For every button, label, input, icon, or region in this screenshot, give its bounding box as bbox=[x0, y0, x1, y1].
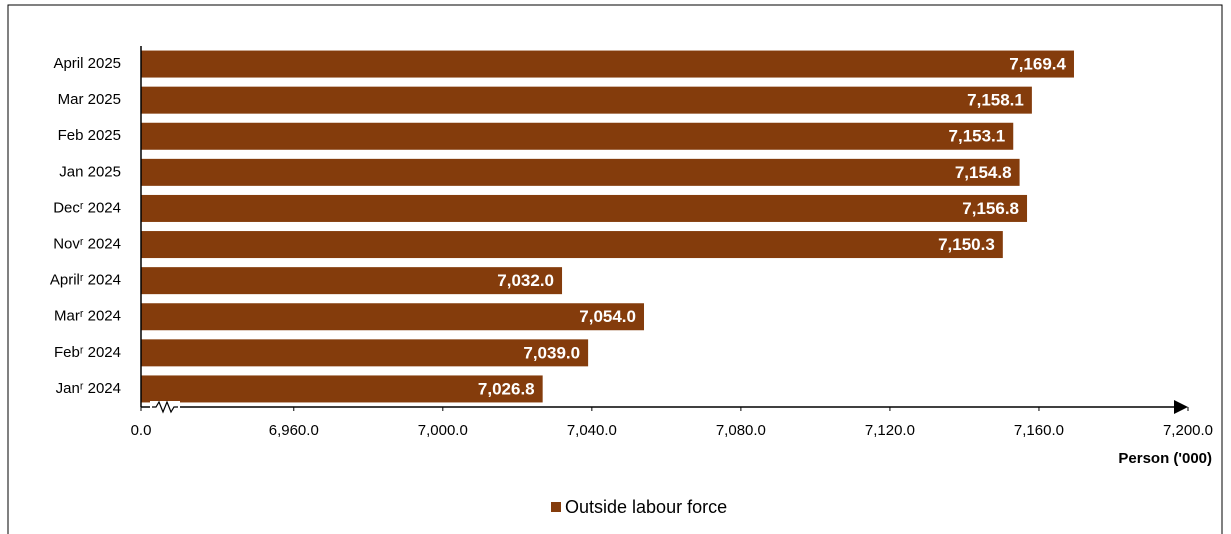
bar bbox=[141, 194, 1028, 222]
x-tick-label: 6,960.0 bbox=[269, 422, 319, 439]
x-tick-label: 7,160.0 bbox=[1014, 422, 1064, 439]
bar bbox=[141, 375, 543, 403]
y-tick-label: April 2025 bbox=[53, 55, 121, 72]
value-label: 7,154.8 bbox=[955, 163, 1012, 182]
value-label: 7,026.8 bbox=[478, 379, 535, 398]
bar bbox=[141, 231, 1003, 259]
value-label: 7,032.0 bbox=[497, 271, 554, 290]
value-label: 7,150.3 bbox=[938, 235, 995, 254]
y-tick-label: Jan 2025 bbox=[59, 163, 121, 180]
y-tick-label: Decʳ 2024 bbox=[53, 199, 121, 216]
x-tick-label: 7,000.0 bbox=[418, 422, 468, 439]
x-axis-label: Person ('000) bbox=[1118, 450, 1212, 467]
value-label: 7,156.8 bbox=[962, 199, 1019, 218]
x-tick-label: 7,080.0 bbox=[716, 422, 766, 439]
axis-arrow bbox=[1174, 400, 1188, 414]
bar bbox=[141, 339, 589, 367]
y-tick-label: Mar 2025 bbox=[58, 91, 121, 108]
legend-label: Outside labour force bbox=[565, 497, 727, 517]
y-tick-label: Feb 2025 bbox=[58, 127, 121, 144]
y-tick-label: Novʳ 2024 bbox=[53, 236, 121, 253]
value-label: 7,158.1 bbox=[967, 91, 1024, 110]
x-tick-label: 7,120.0 bbox=[865, 422, 915, 439]
x-tick-label: 7,200.0 bbox=[1163, 422, 1213, 439]
y-tick-label: Febʳ 2024 bbox=[54, 344, 121, 361]
frame bbox=[7, 4, 1223, 534]
value-label: 7,039.0 bbox=[523, 343, 580, 362]
bar bbox=[141, 267, 563, 295]
value-label: 7,169.4 bbox=[1009, 55, 1066, 74]
value-label: 7,153.1 bbox=[949, 127, 1006, 146]
x-tick-label: 7,040.0 bbox=[567, 422, 617, 439]
axis-break bbox=[152, 400, 178, 414]
value-label: 7,054.0 bbox=[579, 307, 636, 326]
bar bbox=[141, 303, 645, 331]
legend-swatch bbox=[551, 502, 561, 512]
y-tick-label: Aprilʳ 2024 bbox=[50, 272, 121, 289]
bar bbox=[141, 86, 1032, 114]
y-tick-label: Marʳ 2024 bbox=[54, 308, 121, 325]
y-tick-label: Janʳ 2024 bbox=[56, 380, 121, 397]
bar bbox=[141, 122, 1014, 150]
bar bbox=[141, 158, 1020, 186]
bar bbox=[141, 50, 1074, 78]
x-tick-label: 0.0 bbox=[131, 422, 152, 439]
